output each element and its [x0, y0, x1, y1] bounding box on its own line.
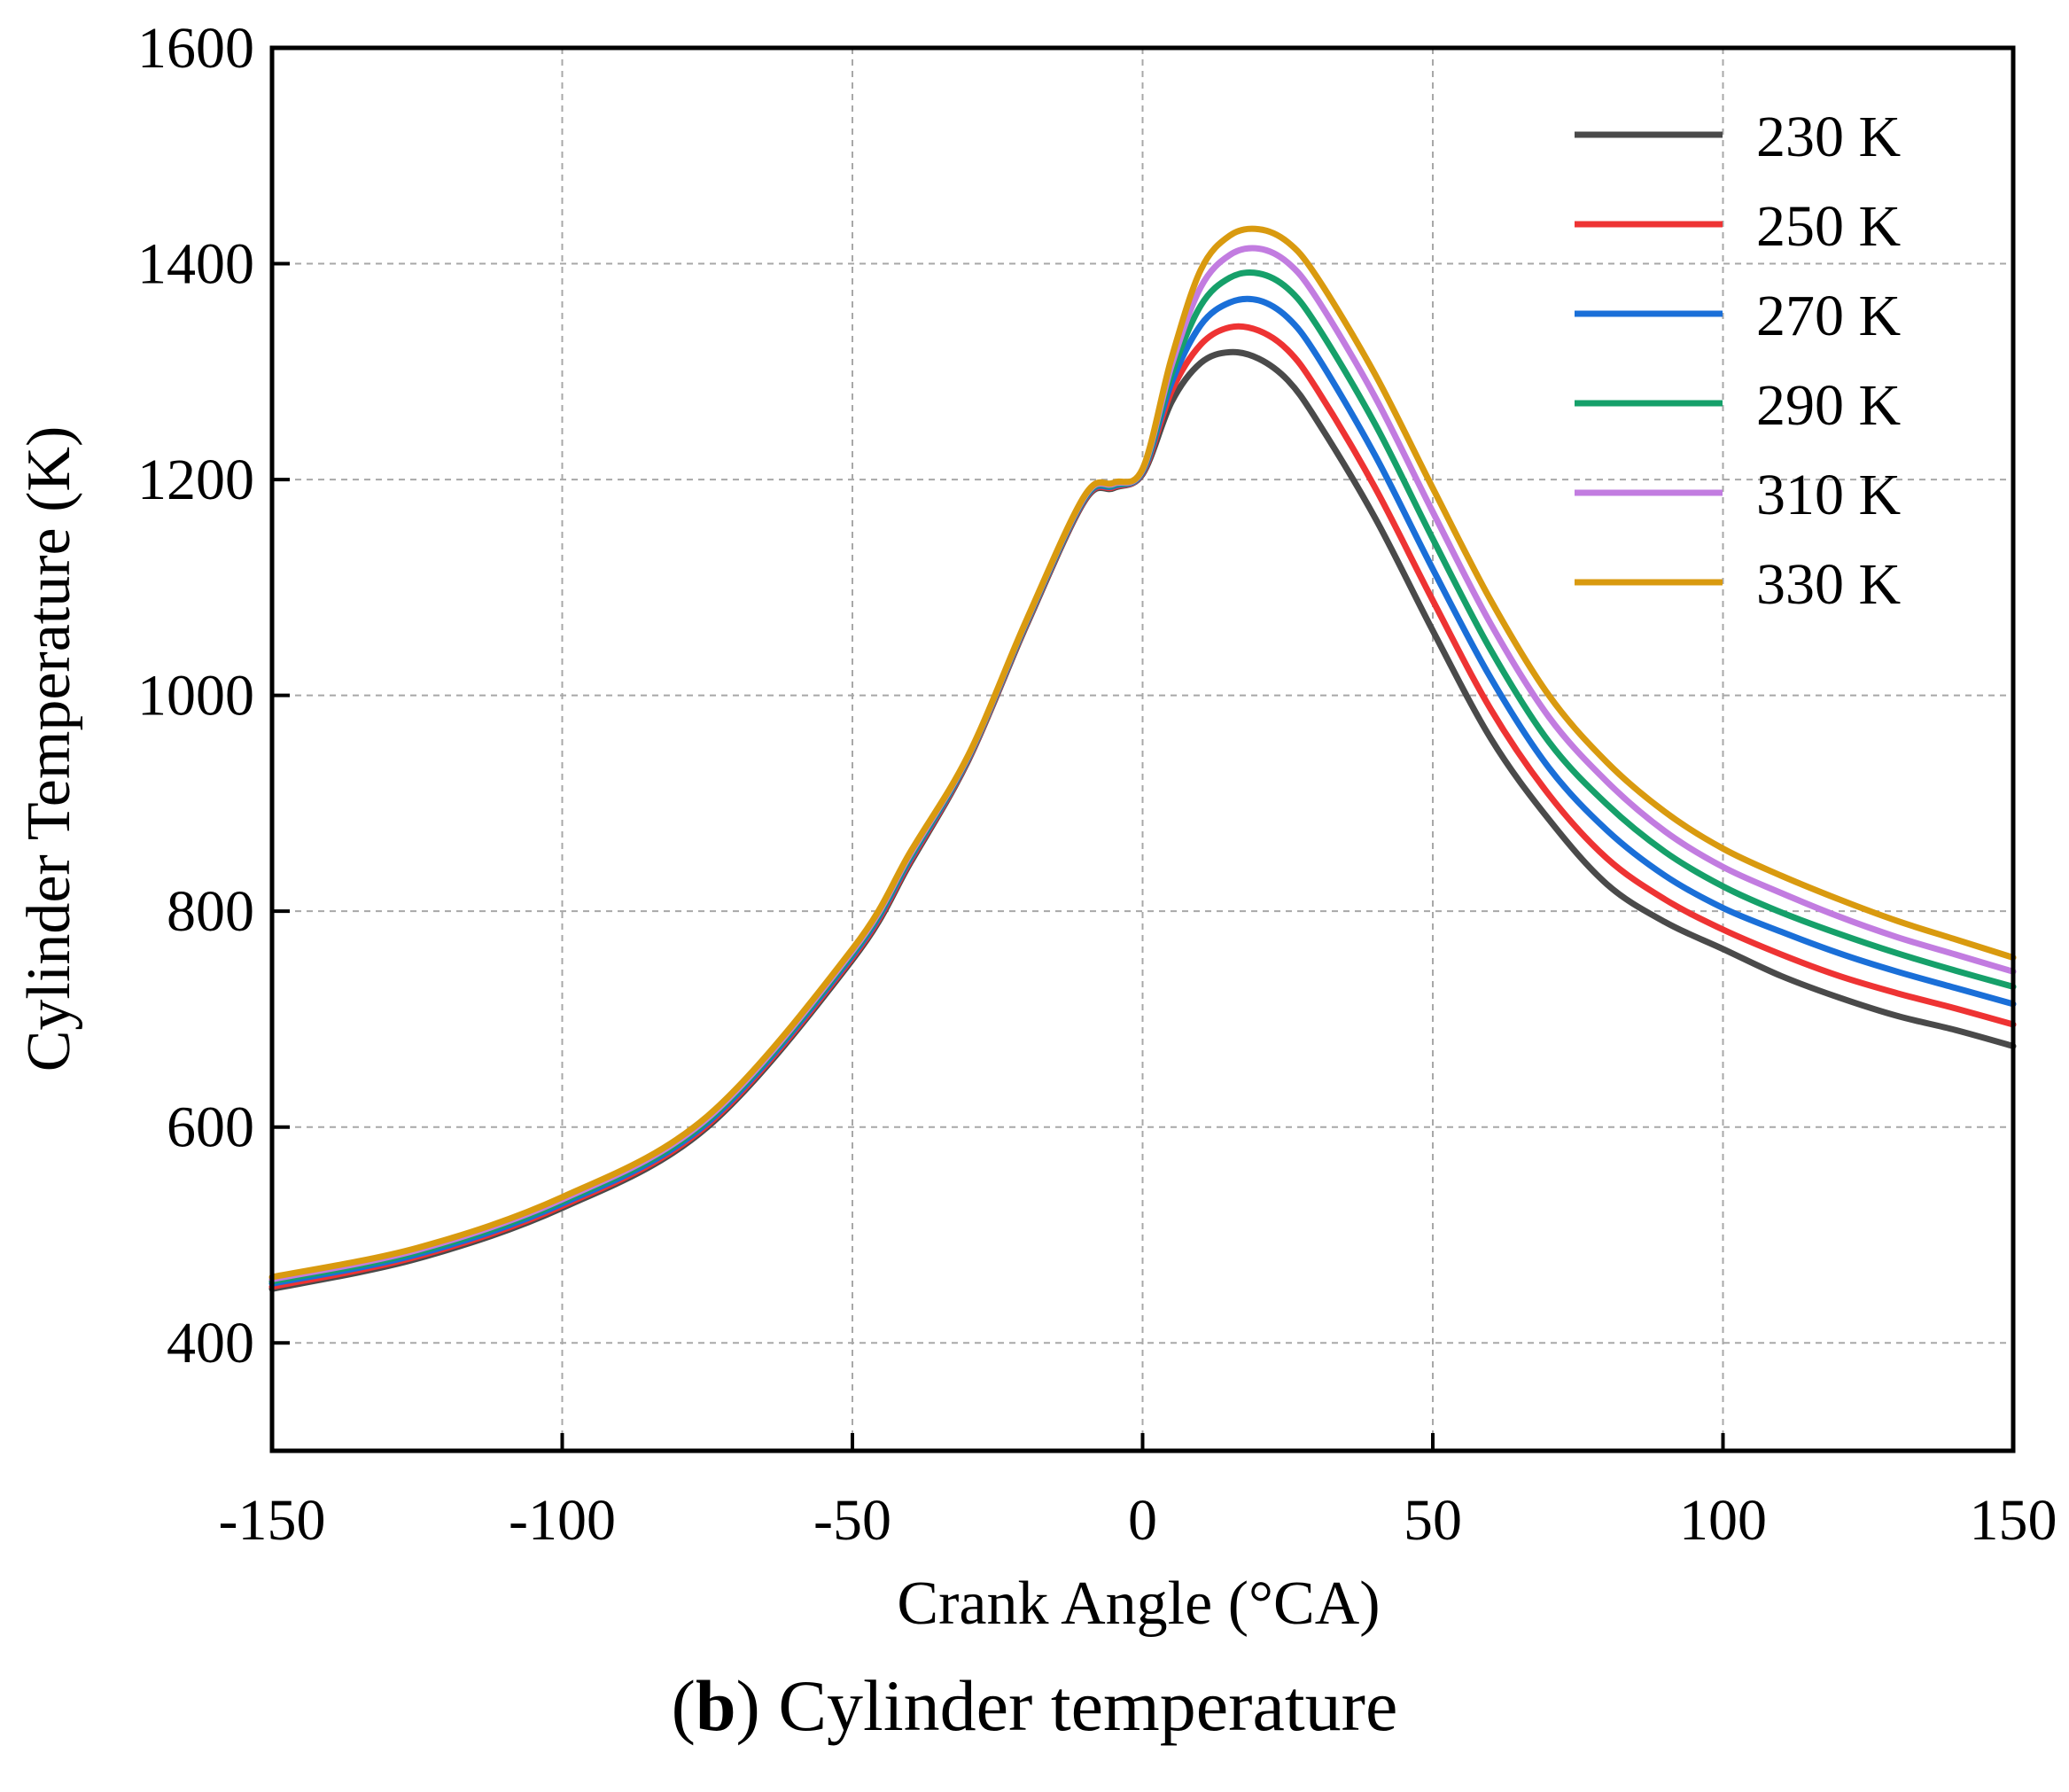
ticks: -150 -100 -50 0 50 100 150 400 600 800 1000 1200 140…: [137, 16, 2057, 1553]
series-line-330k: [268, 225, 2017, 1281]
x-tick-label: -50: [813, 1488, 891, 1553]
y-tick-label: 600: [167, 1095, 254, 1160]
legend: 230 K 250 K 270 K 290 K 310 K 330 K: [1575, 105, 1901, 617]
legend-label: 330 K: [1756, 552, 1901, 617]
series-group: [268, 225, 2017, 1292]
y-tick-label: 1000: [137, 664, 254, 728]
legend-label: 310 K: [1756, 463, 1901, 527]
y-tick-label: 400: [167, 1311, 254, 1375]
x-tick-label: 100: [1679, 1488, 1767, 1553]
y-tick-label: 1200: [137, 448, 254, 512]
grid: [272, 48, 2013, 1451]
y-axis-title: Cylinder Temperature (K): [15, 426, 83, 1072]
legend-label: 290 K: [1756, 373, 1901, 438]
y-tick-label: 1400: [137, 232, 254, 297]
legend-label: 230 K: [1756, 105, 1901, 169]
legend-label: 270 K: [1756, 284, 1901, 348]
legend-label: 250 K: [1756, 194, 1901, 259]
caption-close-paren: ): [735, 1665, 760, 1746]
caption-text: Cylinder temperature: [759, 1665, 1398, 1746]
caption-open-paren: (: [671, 1665, 696, 1746]
y-tick-label: 1600: [137, 16, 254, 81]
x-tick-label: 50: [1404, 1488, 1462, 1553]
caption-panel-letter: b: [695, 1665, 736, 1746]
x-tick-label: -150: [219, 1488, 326, 1553]
x-tick-label: -100: [509, 1488, 616, 1553]
y-tick-label: 800: [167, 879, 254, 944]
x-tick-label: 0: [1128, 1488, 1157, 1553]
x-tick-label: 150: [1970, 1488, 2057, 1553]
figure-caption: (b) Cylinder temperature: [0, 1664, 2069, 1748]
x-axis-title: Crank Angle (°CA): [897, 1570, 1380, 1638]
